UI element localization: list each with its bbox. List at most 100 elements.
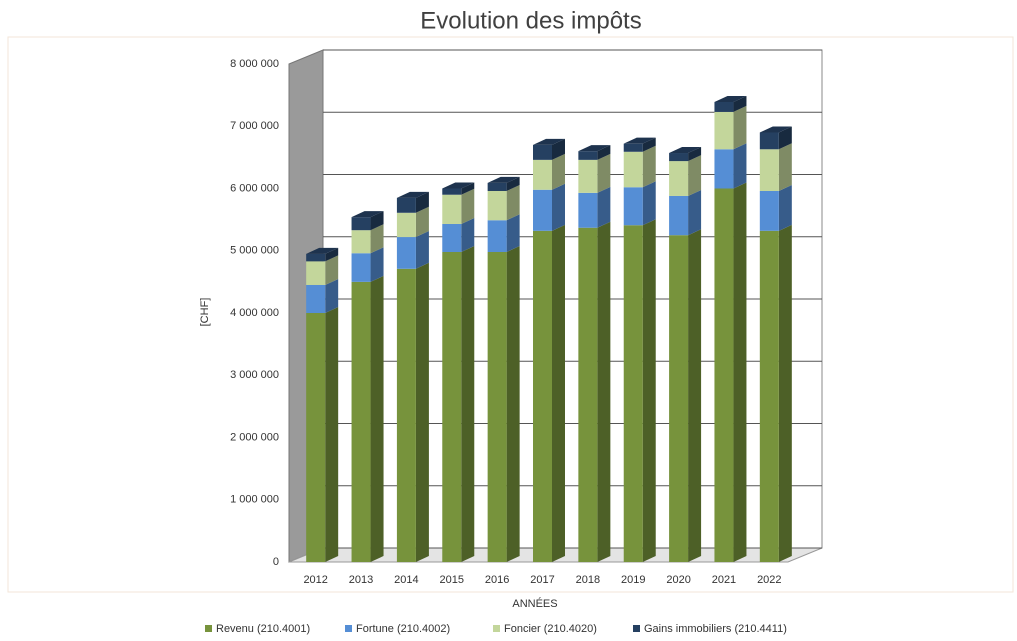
x-tick-label: 2019: [621, 574, 645, 586]
bar: [669, 195, 689, 236]
bar-side: [370, 224, 384, 254]
bar-top: [578, 145, 611, 152]
bar-side: [461, 245, 475, 562]
bar: [623, 225, 643, 563]
legend-label: Fortune (210.4002): [356, 623, 450, 635]
y-tick-label: 7 000 000: [230, 120, 279, 132]
bar-top: [669, 147, 702, 154]
x-tick-label: 2020: [666, 574, 690, 586]
bar: [442, 223, 462, 252]
legend-swatch: [205, 625, 212, 632]
y-tick-label: 0: [273, 556, 279, 568]
legend-swatch: [633, 625, 640, 632]
bar: [396, 237, 416, 269]
chart-border: [7, 36, 1014, 593]
bar-side: [778, 184, 792, 231]
bar: [578, 159, 598, 193]
bar-side: [325, 255, 339, 285]
bar-side: [461, 217, 475, 252]
bar: [714, 149, 734, 189]
y-tick-label: 8 000 000: [230, 58, 279, 70]
x-tick-label: 2016: [485, 574, 509, 586]
bar: [669, 235, 689, 562]
bar: [396, 268, 416, 562]
bar-side: [642, 137, 656, 152]
bar: [306, 313, 326, 562]
bar-side: [688, 147, 702, 162]
bar-side: [552, 153, 565, 190]
bar-side: [370, 247, 384, 282]
bar: [623, 187, 643, 226]
bar-side: [415, 206, 429, 238]
bar-top: [306, 247, 339, 254]
y-tick-label: 1 000 000: [230, 494, 279, 506]
bar-side: [733, 95, 747, 112]
bar-side: [370, 211, 384, 231]
bar-top: [533, 138, 565, 145]
bar-side: [415, 191, 429, 213]
chart-title: Evolution des impôts: [420, 7, 641, 34]
bar: [442, 188, 462, 195]
bar-side: [325, 278, 339, 313]
legend-label: Foncier (210.4020): [504, 623, 597, 635]
bar: [759, 149, 779, 191]
bar: [533, 144, 552, 160]
bar-side: [552, 224, 565, 562]
bar-side: [506, 176, 520, 191]
bar: [487, 182, 507, 191]
x-axis-label: ANNÉES: [512, 597, 557, 610]
bar-side: [733, 143, 747, 189]
legend-label: Gains immobiliers (210.4411): [644, 623, 787, 635]
bar-side: [325, 247, 339, 262]
x-tick-label: 2015: [440, 574, 464, 586]
x-tick-label: 2022: [757, 574, 781, 586]
bar-side: [597, 145, 611, 160]
bar-side: [415, 262, 429, 562]
x-tick-label: 2013: [349, 574, 373, 586]
bar: [306, 253, 326, 262]
bar-side: [415, 231, 429, 269]
bar: [442, 251, 462, 562]
bar: [623, 151, 643, 188]
x-tick-label: 2017: [530, 574, 554, 586]
bar: [714, 111, 734, 150]
bar: [533, 189, 552, 231]
bar: [351, 253, 371, 282]
bar-side: [597, 153, 611, 193]
bar-side: [778, 143, 792, 191]
bar-top: [623, 137, 656, 144]
bar: [487, 190, 507, 221]
bar-side: [506, 245, 520, 562]
bar-top: [351, 211, 384, 218]
bar-side: [642, 219, 656, 563]
legend-label: Revenu (210.4001): [216, 623, 310, 635]
bar-side: [778, 126, 792, 150]
bar: [351, 281, 371, 562]
bar: [759, 132, 779, 150]
bar-side: [461, 182, 475, 195]
bar: [351, 230, 371, 254]
bar: [442, 194, 462, 224]
bar: [759, 230, 779, 562]
bar: [623, 143, 643, 152]
bar-side: [733, 105, 747, 150]
bar: [487, 220, 507, 252]
bar: [578, 151, 598, 160]
bar-side: [552, 183, 565, 231]
bar: [351, 217, 371, 231]
bar-top: [714, 95, 747, 102]
bar-side: [642, 181, 656, 226]
bar: [487, 251, 507, 562]
x-tick-label: 2014: [394, 574, 418, 586]
bar: [533, 159, 552, 190]
x-tick-label: 2018: [576, 574, 600, 586]
bar-side: [688, 155, 702, 196]
bar: [578, 227, 598, 562]
legend-swatch: [345, 625, 352, 632]
bar-side: [688, 189, 702, 236]
bar-top: [487, 176, 520, 183]
bar: [306, 261, 326, 285]
y-tick-label: 3 000 000: [230, 369, 279, 381]
y-axis-label: [CHF]: [199, 298, 211, 327]
